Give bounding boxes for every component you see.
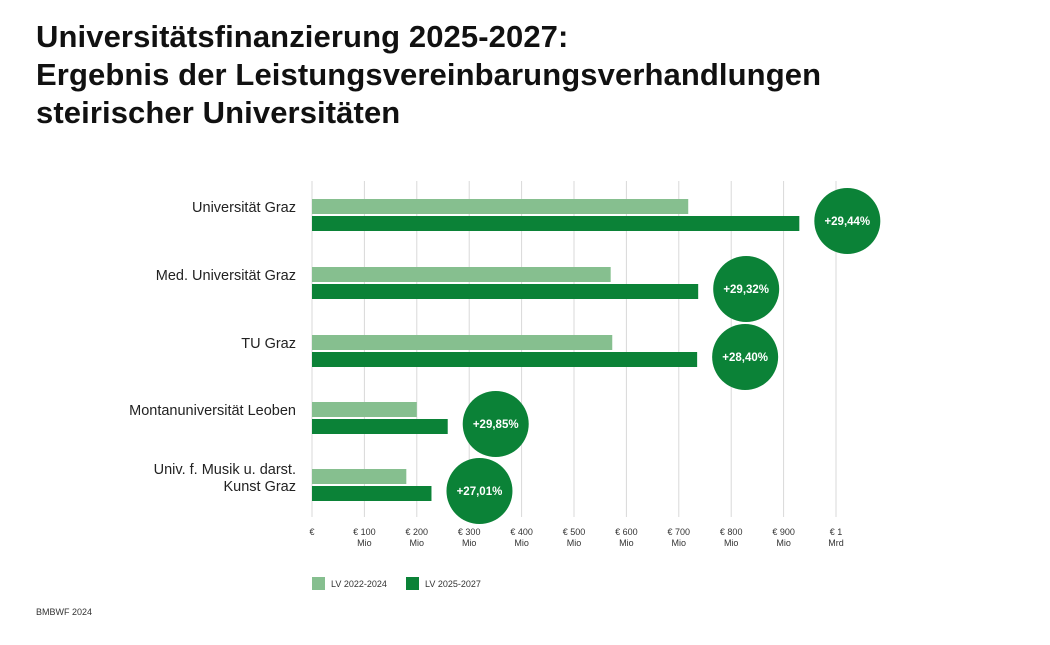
- legend-label-1: LV 2025-2027: [425, 579, 481, 589]
- badge-circle-2: [712, 324, 779, 390]
- bars: [312, 199, 800, 501]
- bar-lv2025-0: [312, 216, 800, 231]
- bar-lv2022-4: [312, 469, 407, 484]
- legend: LV 2022-2024 LV 2025-2027: [312, 577, 481, 590]
- badge-label-1: +29,32%: [723, 284, 769, 296]
- badge-circle-4: [446, 458, 513, 524]
- x-tick-label-2: € 200 Mio: [406, 527, 429, 548]
- x-tick-label-3: € 300 Mio: [458, 527, 481, 548]
- title-line-1: Universitätsfinanzierung 2025-2027:: [36, 19, 569, 54]
- title-line-2: Ergebnis der Leistungsvereinbarungsverha…: [36, 57, 822, 92]
- badge-circle-3: [462, 391, 529, 457]
- x-tick-label-8: € 800 Mio: [720, 527, 743, 548]
- x-tick-label-0: €: [309, 527, 314, 537]
- bar-lv2022-2: [312, 335, 613, 350]
- x-tick-label-5: € 500 Mio: [563, 527, 586, 548]
- legend-swatch-1: [406, 577, 419, 590]
- bar-lv2025-2: [312, 352, 698, 367]
- category-label-2: TU Graz: [241, 336, 296, 352]
- bar-chart: Universität Graz Med. Universität Graz TU …: [129, 181, 881, 590]
- x-tick-label-10: € 1 Mrd: [828, 527, 844, 548]
- badge-circle-0: [814, 188, 881, 254]
- x-tick-label-6: € 600 Mio: [615, 527, 638, 548]
- category-labels: Universität Graz Med. Universität Graz TU …: [129, 200, 296, 495]
- bar-lv2022-0: [312, 199, 689, 214]
- bar-lv2025-3: [312, 419, 448, 434]
- category-label-4: Univ. f. Musik u. darst. Kunst Graz: [154, 462, 296, 495]
- badge-circle-1: [713, 256, 780, 322]
- category-label-0: Universität Graz: [192, 200, 296, 216]
- change-badges: +29,44% +29,32% +28,40% +29,85% +27,01%: [446, 188, 881, 524]
- chart-title: Universitätsfinanzierung 2025-2027: Erge…: [36, 18, 821, 132]
- bar-lv2025-4: [312, 486, 432, 501]
- x-axis-ticks: € € 100 Mio € 200 Mio € 300 Mio € 400 Mio € 500 Mi…: [309, 527, 843, 548]
- title-line-3: steirischer Universitäten: [36, 95, 401, 130]
- legend-swatch-0: [312, 577, 325, 590]
- source-note: BMBWF 2024: [36, 607, 93, 617]
- badge-label-4: +27,01%: [457, 486, 503, 498]
- badge-label-2: +28,40%: [722, 352, 768, 364]
- category-label-3: Montanuniversität Leoben: [129, 403, 296, 419]
- x-tick-label-7: € 700 Mio: [668, 527, 691, 548]
- category-label-1: Med. Universität Graz: [156, 268, 296, 284]
- bar-lv2022-3: [312, 402, 417, 417]
- x-tick-label-4: € 400 Mio: [510, 527, 533, 548]
- bar-lv2022-1: [312, 267, 611, 282]
- x-tick-label-1: € 100 Mio: [353, 527, 376, 548]
- badge-label-3: +29,85%: [473, 419, 519, 431]
- legend-label-0: LV 2022-2024: [331, 579, 387, 589]
- bar-lv2025-1: [312, 284, 699, 299]
- x-tick-label-9: € 900 Mio: [772, 527, 795, 548]
- badge-label-0: +29,44%: [824, 216, 870, 228]
